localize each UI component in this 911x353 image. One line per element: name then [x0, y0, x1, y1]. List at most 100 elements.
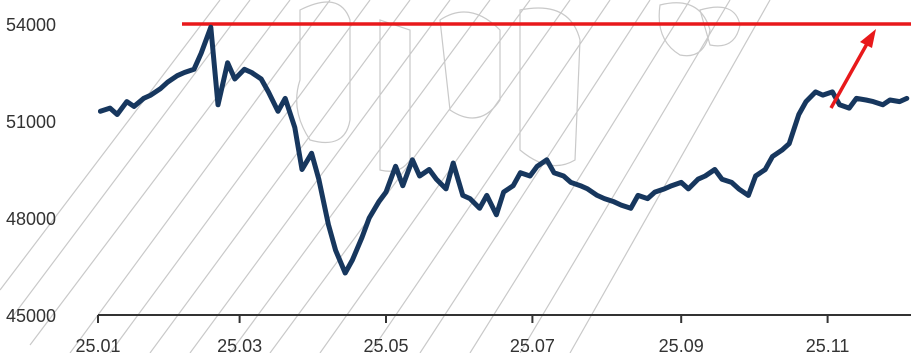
data-point: [141, 96, 146, 101]
data-point: [108, 106, 112, 111]
data-point: [132, 104, 136, 109]
data-point: [242, 67, 247, 72]
data-point: [393, 164, 398, 169]
y-tick-label: 54000: [6, 15, 56, 35]
data-point: [225, 60, 230, 65]
data-point: [780, 148, 784, 153]
data-point: [770, 154, 775, 159]
data-point: [636, 193, 640, 198]
data-point: [669, 183, 674, 188]
data-point: [199, 51, 204, 56]
data-point: [720, 177, 724, 182]
data-point: [400, 183, 405, 188]
data-point: [612, 199, 616, 204]
data-point: [410, 157, 415, 162]
data-point: [367, 216, 372, 220]
data-point: [854, 96, 859, 101]
data-point: [595, 193, 600, 198]
data-point: [880, 102, 885, 107]
data-point: [434, 177, 439, 182]
y-tick-label: 45000: [6, 306, 56, 326]
data-point: [316, 177, 321, 182]
data-point: [460, 193, 465, 198]
data-point: [561, 174, 566, 178]
data-point: [384, 190, 388, 195]
data-point: [292, 125, 297, 130]
data-point: [115, 112, 120, 117]
data-point: [124, 99, 129, 104]
data-point: [753, 174, 758, 178]
data-point: [511, 183, 516, 188]
data-point: [645, 196, 650, 201]
data-point: [904, 96, 909, 101]
data-point: [763, 167, 768, 172]
data-point: [686, 186, 691, 191]
data-point: [712, 167, 717, 172]
price-line: [98, 24, 910, 276]
data-point: [897, 99, 902, 104]
data-point: [182, 70, 187, 75]
y-tick-label: 51000: [6, 112, 56, 132]
y-tick-label: 48000: [6, 209, 56, 229]
x-tick-label: 25.07: [510, 336, 555, 353]
data-point: [266, 89, 271, 94]
x-tick-label: 25.05: [363, 336, 408, 353]
x-tick-label: 25.09: [659, 336, 704, 353]
data-point: [820, 93, 825, 98]
data-point: [535, 164, 540, 169]
data-point: [619, 203, 624, 208]
data-point: [417, 174, 422, 178]
data-point: [746, 193, 751, 198]
x-tick-label: 25.11: [806, 336, 850, 353]
data-point: [350, 258, 355, 262]
data-point: [696, 177, 700, 182]
data-point: [796, 112, 801, 117]
data-point: [662, 186, 667, 191]
data-point: [585, 186, 590, 191]
x-axis: 25.01 25.03 25.05 25.07 25.09 25.11: [75, 314, 911, 353]
data-point: [847, 106, 852, 111]
data-point: [804, 99, 808, 104]
data-point: [652, 190, 657, 195]
data-point: [427, 167, 432, 172]
data-point: [871, 99, 876, 104]
data-point: [333, 248, 338, 253]
data-point: [451, 161, 456, 165]
data-point: [518, 170, 523, 175]
data-point: [249, 70, 254, 75]
data-point: [602, 196, 607, 201]
data-points: [98, 25, 909, 275]
data-point: [552, 170, 556, 175]
data-point: [888, 98, 892, 102]
data-point: [158, 86, 163, 91]
data-point: [484, 193, 489, 198]
data-point: [813, 89, 818, 94]
data-point: [300, 167, 304, 172]
data-point: [309, 151, 314, 156]
data-point: [98, 109, 103, 114]
data-point: [165, 80, 170, 85]
data-point: [216, 102, 220, 107]
x-tick-label: 25.03: [217, 336, 262, 353]
data-point: [736, 186, 741, 191]
data-point: [468, 196, 472, 201]
watermark: [0, 0, 771, 353]
data-point: [729, 180, 734, 185]
data-point: [360, 235, 364, 240]
x-tick-label: 25.01: [75, 336, 120, 353]
data-point: [578, 183, 583, 188]
data-point: [283, 96, 288, 101]
data-point: [326, 222, 331, 227]
data-point: [568, 180, 573, 185]
data-point: [276, 109, 280, 114]
data-point: [864, 98, 868, 102]
data-point: [343, 271, 348, 275]
data-point: [477, 206, 482, 211]
data-point: [544, 157, 549, 162]
data-point: [494, 212, 499, 217]
data-point: [528, 174, 532, 178]
data-point: [501, 190, 506, 195]
data-point: [148, 93, 153, 98]
y-axis: 54000 51000 48000 45000: [6, 15, 56, 326]
